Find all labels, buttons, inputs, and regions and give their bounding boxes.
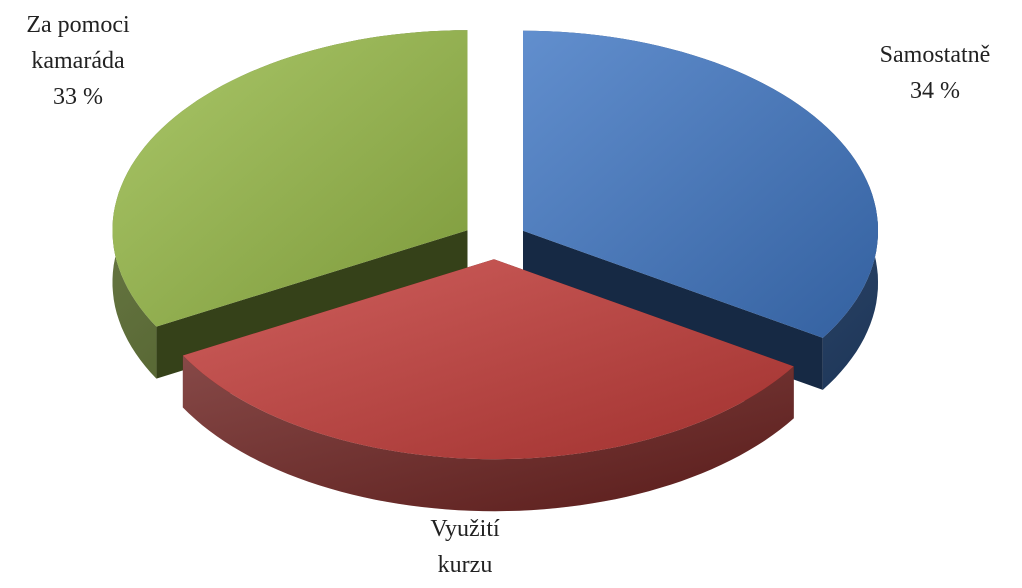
pie-slice	[112, 30, 468, 379]
slice-side-shade	[182, 355, 794, 512]
value-label: 34 %	[910, 78, 960, 104]
slice-top-shade	[182, 259, 794, 460]
value-label: 33 %	[53, 84, 103, 110]
pie-slice	[523, 30, 878, 390]
category-label: Využití kurzu	[430, 516, 500, 578]
slice-top-shade	[112, 30, 468, 327]
pie-slice	[182, 259, 794, 512]
category-label: Samostatně	[880, 42, 991, 68]
slice-top-shade	[523, 30, 878, 338]
category-label: Za pomoci kamaráda	[26, 12, 130, 74]
